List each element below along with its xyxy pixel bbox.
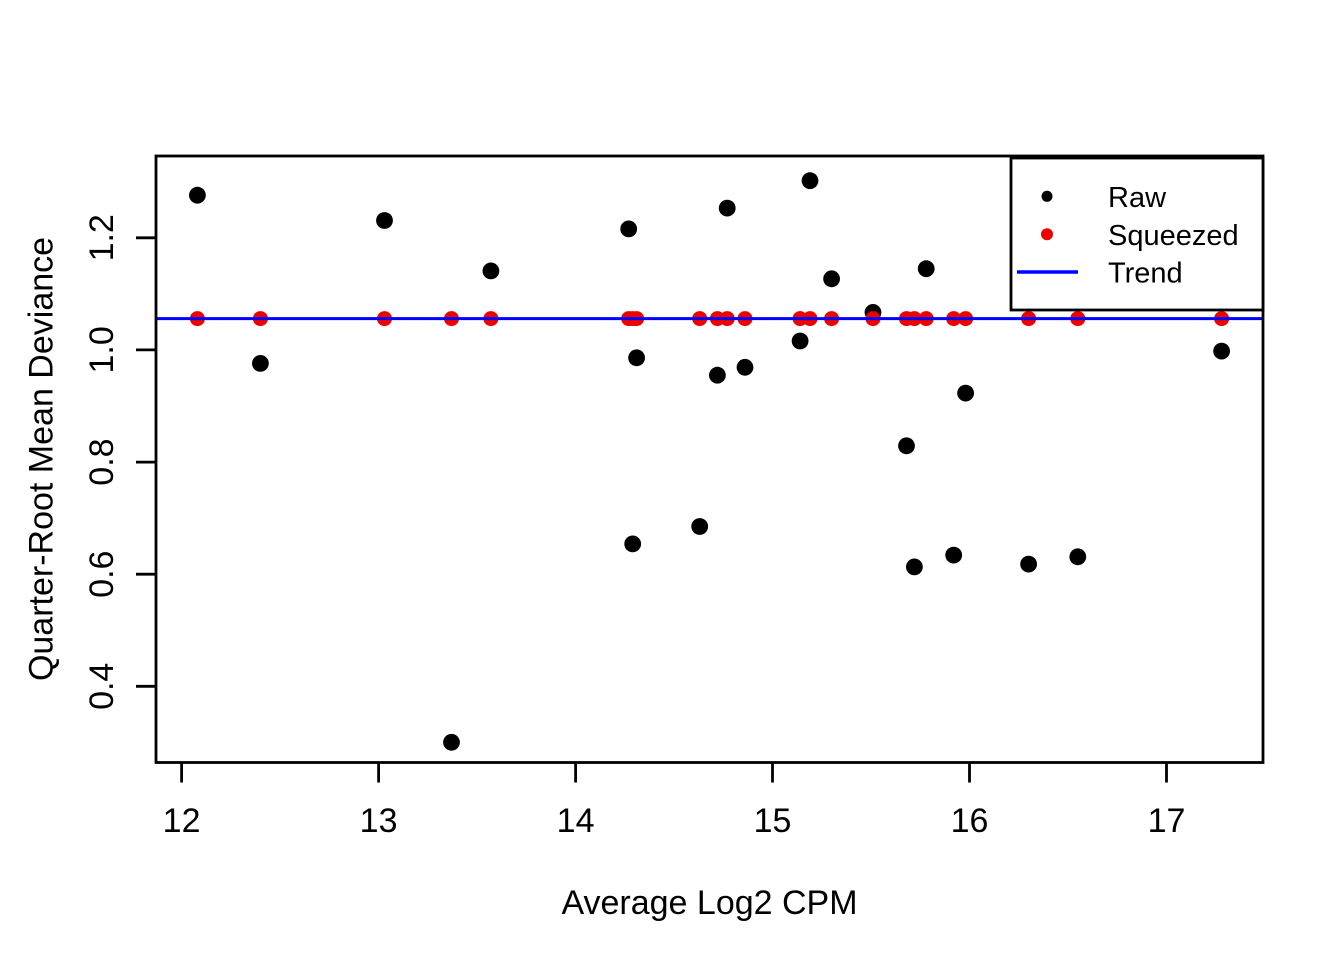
x-tick-label: 12: [163, 802, 201, 840]
raw-point: [736, 358, 754, 376]
raw-point: [957, 384, 974, 402]
raw-point: [628, 349, 645, 367]
x-tick-label: 16: [951, 802, 989, 840]
raw-point: [482, 262, 500, 280]
raw-point: [898, 437, 915, 455]
y-axis-title: Quarter-Root Mean Deviance: [22, 236, 61, 682]
x-tick-label: 15: [754, 802, 792, 840]
raw-point: [252, 355, 269, 372]
raw-point: [791, 332, 809, 350]
raw-point: [945, 546, 963, 564]
raw-point: [443, 733, 460, 751]
plot-border: [154, 154, 1265, 764]
y-tick-label: 1.2: [83, 214, 121, 261]
legend-raw-dot-icon: [1041, 190, 1053, 202]
legend-label: Raw: [1108, 182, 1167, 214]
raw-point: [823, 270, 840, 288]
raw-point: [1213, 342, 1230, 360]
raw-point: [624, 535, 642, 553]
y-tick-label: 0.8: [83, 438, 121, 485]
legend-label: Squeezed: [1108, 220, 1239, 252]
legend-label: Trend: [1108, 258, 1183, 290]
y-tick-label: 0.6: [83, 551, 121, 598]
x-tick-label: 14: [557, 802, 595, 840]
raw-point: [906, 558, 923, 576]
legend-box: [1009, 156, 1265, 312]
raw-point: [620, 220, 638, 238]
x-axis-title: Average Log2 CPM: [561, 884, 858, 922]
raw-point: [801, 172, 819, 190]
raw-point: [376, 212, 393, 229]
x-tick-label: 13: [360, 802, 398, 840]
raw-point: [189, 186, 206, 204]
raw-point: [1069, 548, 1087, 566]
y-tick-label: 0.4: [83, 663, 121, 710]
x-tick-label: 17: [1148, 802, 1186, 840]
raw-point: [709, 366, 726, 384]
legend-squeezed-dot-icon: [1041, 228, 1053, 241]
raw-point: [917, 260, 935, 278]
raw-point: [1020, 555, 1037, 573]
raw-point: [718, 199, 736, 217]
raw-point: [691, 518, 709, 535]
y-tick-label: 1.0: [83, 326, 121, 373]
